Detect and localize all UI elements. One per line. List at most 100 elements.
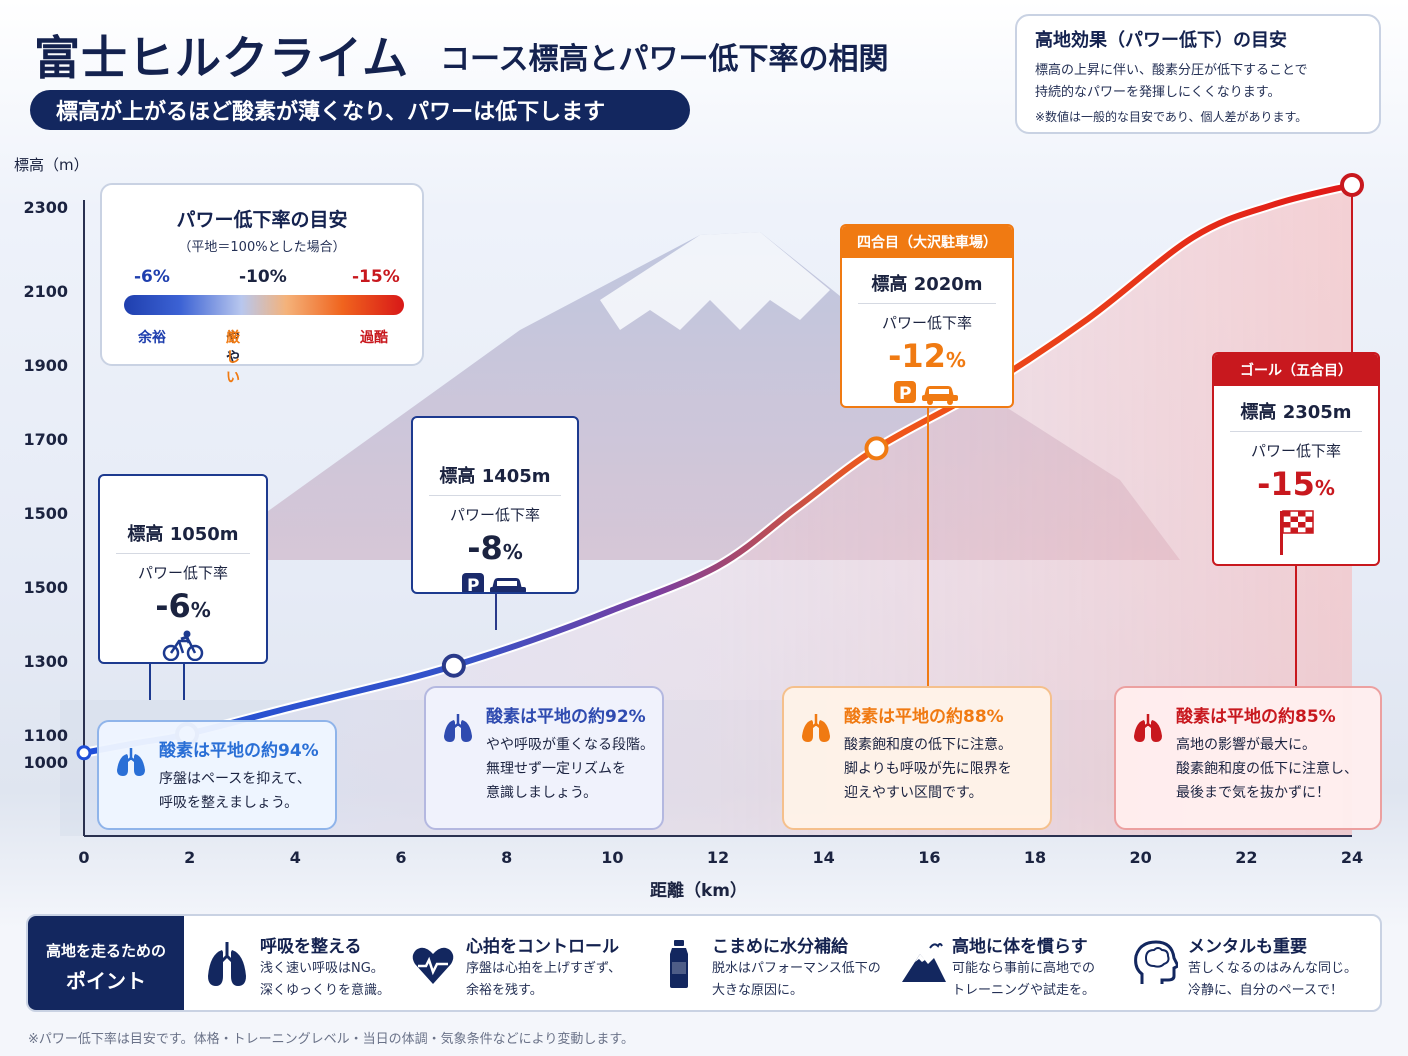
x-tick-label: 6 xyxy=(395,848,406,867)
lungs-icon xyxy=(208,942,246,986)
card-header: 四合目（大沢駐車場） xyxy=(842,226,1012,258)
legend-gradient-bar xyxy=(124,295,404,315)
tip-text: 苦しくなるのはみんな同じ。 冷静に、自分のペースで！ xyxy=(1188,961,1358,998)
tip-item: 呼吸を整える 浅く速い呼吸はNG。 深くゆっくりを意識。 xyxy=(204,916,414,1010)
note-line: 持続的なパワーを発揮しにくくなります。 xyxy=(1035,85,1281,100)
legend-tick: -10% xyxy=(239,267,287,287)
x-tick-label: 8 xyxy=(501,848,512,867)
legend-word: 過酷 xyxy=(360,330,388,346)
page-title: 富士ヒルクライム xyxy=(34,31,410,85)
x-tick-label: 0 xyxy=(78,848,89,867)
y-tick-label: 2300 xyxy=(23,198,68,217)
tip-item: メンタルも重要 苦しくなるのはみんな同じ。 冷静に、自分のペースで！ xyxy=(1132,916,1380,1010)
card-power-label: パワー低下率 xyxy=(881,314,972,332)
oxygen-text: 酸素飽和度の低下に注意。 脚よりも呼吸が先に限界を 迎えやすい区間です。 xyxy=(844,737,1012,801)
x-tick-label: 14 xyxy=(813,848,835,867)
x-tick-label: 24 xyxy=(1341,848,1363,867)
y-tick-label: 1500 xyxy=(23,504,68,523)
card-header: 一合目下駐車場 xyxy=(446,427,544,443)
lungs-icon xyxy=(1134,714,1162,742)
checkpoint-card-goal: ゴール（五合目） 標高 2305m パワー低下率 -15% xyxy=(1212,352,1380,566)
power-legend: パワー低下率の目安 （平地＝100%とした場合） -6% -10% -15% 余… xyxy=(100,183,424,386)
tip-title: こまめに水分補給 xyxy=(712,937,848,957)
checkpoint-marker xyxy=(1340,173,1364,197)
note-line: 標高の上昇に伴い、酸素分圧が低下することで xyxy=(1035,63,1308,78)
legend-tick: -15% xyxy=(352,267,400,287)
checkpoint-marker xyxy=(864,436,889,461)
lead-banner: 標高が上がるほど酸素が薄くなり、パワーは低下します xyxy=(30,90,690,130)
tip-text: 浅く速い呼吸はNG。 深くゆっくりを意識。 xyxy=(260,961,391,998)
page-subtitle: コース標高とパワー低下率の相関 xyxy=(440,42,889,77)
tip-item: 心拍をコントロール 序盤は心拍を上げすぎず、 余裕を残す。 xyxy=(410,916,640,1010)
curve-start-dot xyxy=(76,745,92,761)
oxygen-box-3: 酸素は平地の約88% 酸素飽和度の低下に注意。 脚よりも呼吸が先に限界を 迎えやすい… xyxy=(782,686,1052,830)
oxygen-box-1: 酸素は平地の約94% 序盤はペースを抑えて、 呼吸を整えましょう。 xyxy=(97,720,337,830)
y-tick-label: 1900 xyxy=(23,356,68,375)
y-tick-label: 1700 xyxy=(23,430,68,449)
checkpoint-marker xyxy=(441,653,466,678)
y-tick-label: 1300 xyxy=(23,652,68,671)
checkpoint-card-ichigome: 一合目下駐車場 標高 1405m パワー低下率 -8% P xyxy=(411,416,579,594)
legend-word-part: やや xyxy=(226,330,240,366)
tip-title: 高地に体を慣らす xyxy=(952,937,1088,957)
cyclist-icon xyxy=(100,629,266,662)
x-tick-label: 18 xyxy=(1024,848,1046,867)
legend-word-part: 厳しい xyxy=(226,330,240,386)
legend-title: パワー低下率の目安 xyxy=(176,209,348,231)
note-disclaimer: ※数値は一般的な目安であり、個人差があります。 xyxy=(1035,110,1308,124)
tip-title: 呼吸を整える xyxy=(260,937,362,957)
x-tick-label: 12 xyxy=(707,848,729,867)
card-power-value: -8% xyxy=(467,529,523,567)
card-altitude: 標高 2305m xyxy=(1240,402,1352,423)
oxygen-title: 酸素は平地の約88% xyxy=(844,707,1004,727)
lungs-icon xyxy=(117,748,145,776)
oxygen-box-4: 酸素は平地の約85% 高地の影響が最大に。 酸素飽和度の低下に注意し、 最後まで気を… xyxy=(1114,686,1382,830)
card-altitude: 標高 1050m xyxy=(127,524,239,545)
elevation-curve xyxy=(81,182,1355,756)
card-header: スタート（計測開始点） xyxy=(106,485,260,501)
footnote: ※パワー低下率は目安です。体格・トレーニングレベル・当日の体調・気象条件などによ… xyxy=(28,1032,635,1047)
parking-car-icon: P xyxy=(413,571,577,594)
card-altitude: 標高 1405m xyxy=(439,466,551,487)
y-tick-label: 1100 xyxy=(23,726,68,745)
oxygen-box-2: 酸素は平地の約92% やや呼吸が重くなる段階。 無理せず一定リズムを 意識しましょう… xyxy=(424,686,664,830)
note-title: 高地効果（パワー低下）の目安 xyxy=(1035,30,1287,51)
x-tick-label: 4 xyxy=(290,848,301,867)
card-power-label: パワー低下率 xyxy=(1250,442,1341,460)
lungs-icon xyxy=(802,714,830,742)
card-header: ゴール（五合目） xyxy=(1214,354,1378,386)
x-tick-label: 2 xyxy=(184,848,195,867)
card-power-value: -6% xyxy=(155,587,211,625)
tip-item: 高地に体を慣らす 可能なら事前に高地での トレーニングや試走を。 xyxy=(896,916,1136,1010)
tip-text: 序盤は心拍を上げすぎず、 余裕を残す。 xyxy=(466,961,622,998)
y-tick-label: 1500 xyxy=(23,578,68,597)
heart-icon xyxy=(412,947,454,984)
tip-item: こまめに水分補給 脱水はパフォーマンス低下の 大きな原因に。 xyxy=(656,916,896,1010)
oxygen-title: 酸素は平地の約94% xyxy=(159,741,319,761)
svg-text:P: P xyxy=(467,576,479,594)
bottle-icon xyxy=(670,940,688,988)
marker-connectors xyxy=(149,196,1353,700)
axis-ticks: 0 2 4 6 8 10 12 14 16 18 20 22 241000110013001500150… xyxy=(23,198,1363,867)
card-altitude: 標高 2020m xyxy=(871,274,983,295)
mountain-icon xyxy=(902,943,946,982)
lead-text: 標高が上がるほど酸素が薄くなり、パワーは低下します xyxy=(56,100,606,125)
oxygen-text: 高地の影響が最大に。 酸素飽和度の低下に注意し、 最後まで気を抜かずに！ xyxy=(1176,737,1358,801)
card-power-label: パワー低下率 xyxy=(449,506,540,524)
elevation-area xyxy=(84,185,1352,836)
oxygen-text: やや呼吸が重くなる段階。 無理せず一定リズムを 意識しましょう。 xyxy=(486,737,654,801)
x-tick-label: 16 xyxy=(918,848,940,867)
y-tick-label: 2100 xyxy=(23,282,68,301)
tips-label: 高地を走るための ポイント xyxy=(28,916,184,1010)
head-brain-icon xyxy=(1134,940,1178,984)
lungs-icon xyxy=(444,714,472,742)
x-tick-label: 22 xyxy=(1235,848,1257,867)
card-power-value: -12% xyxy=(888,337,966,375)
card-power-label: パワー低下率 xyxy=(137,564,228,582)
altitude-note-box: 高地効果（パワー低下）の目安 標高の上昇に伴い、酸素分圧が低下することで 持続的… xyxy=(1015,14,1381,134)
parking-car-icon: P xyxy=(842,379,1012,406)
oxygen-title: 酸素は平地の約92% xyxy=(486,707,646,727)
y-tick-label: 1000 xyxy=(23,753,68,772)
y-axis-label: 標高（m） xyxy=(14,156,89,174)
checkpoint-card-yongome: 四合目（大沢駐車場） 標高 2020m パワー低下率 -12% P xyxy=(840,224,1014,408)
